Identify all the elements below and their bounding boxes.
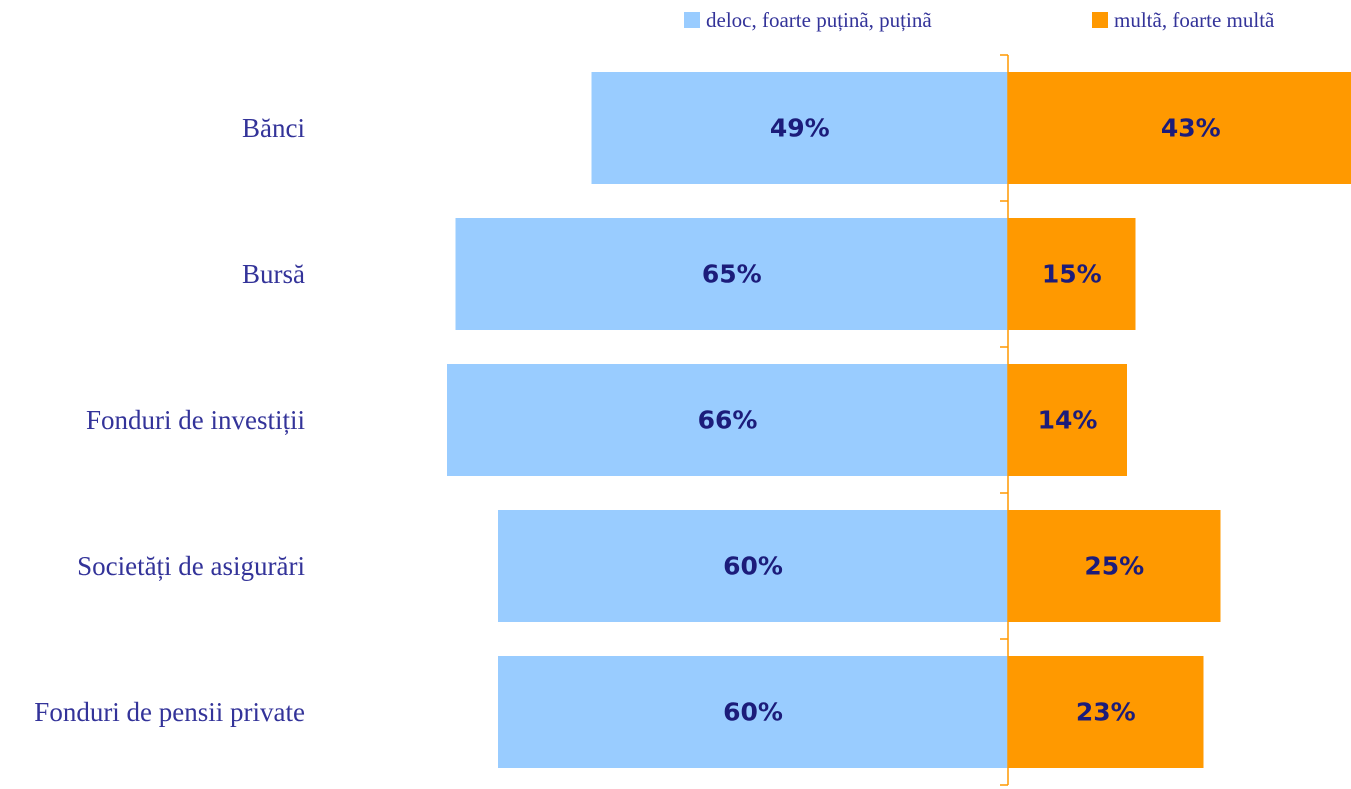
category-text: Fonduri de investiții — [86, 405, 305, 435]
legend-swatch — [684, 12, 700, 28]
bar — [1008, 656, 1204, 768]
legend-label: multã, foarte multã — [1114, 8, 1275, 32]
bar — [591, 72, 1008, 184]
value-label: 60% — [723, 552, 783, 581]
bar — [1008, 364, 1127, 476]
bar — [447, 364, 1008, 476]
category-text: Bănci — [242, 113, 305, 143]
value-label: 65% — [702, 260, 762, 289]
category-text: Societăți de asigurări — [77, 551, 305, 581]
category-label: Bursă — [5, 214, 305, 334]
category-label: Fonduri de pensii private — [5, 652, 305, 772]
category-label: Fonduri de investiții — [5, 360, 305, 480]
value-label: 14% — [1038, 406, 1098, 435]
category-text: Bursă — [242, 259, 305, 289]
bar — [498, 656, 1008, 768]
bar — [1008, 72, 1351, 184]
category-label: Bănci — [5, 68, 305, 188]
bar — [498, 510, 1008, 622]
legend-label: deloc, foarte puținã, puținã — [706, 8, 932, 32]
value-label: 66% — [698, 406, 758, 435]
value-label: 60% — [723, 698, 783, 727]
value-label: 25% — [1084, 552, 1144, 581]
value-label: 43% — [1161, 114, 1221, 143]
category-text: Fonduri de pensii private — [34, 697, 305, 727]
bar — [455, 218, 1008, 330]
bar — [1008, 510, 1221, 622]
category-label: Societăți de asigurări — [5, 506, 305, 626]
value-label: 15% — [1042, 260, 1102, 289]
value-label: 23% — [1076, 698, 1136, 727]
legend-swatch — [1092, 12, 1108, 28]
bar — [1008, 218, 1136, 330]
value-label: 49% — [770, 114, 830, 143]
